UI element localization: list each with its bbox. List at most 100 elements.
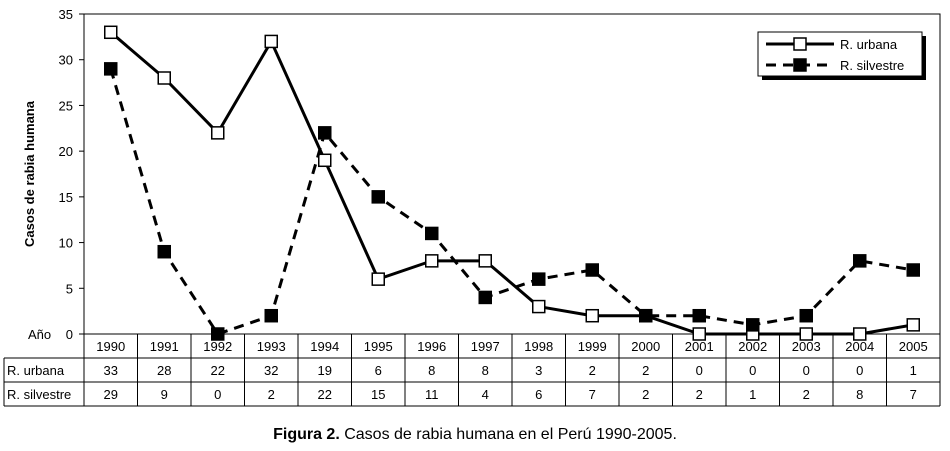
table-cell-value: 6 (535, 387, 542, 402)
data-point (692, 327, 706, 341)
table-cell-value: 0 (214, 387, 221, 402)
table-cell-value: 11 (425, 387, 439, 402)
data-point (799, 327, 813, 341)
x-tick-label: 2000 (631, 339, 660, 354)
x-axis-label: Año (28, 327, 51, 342)
data-point (318, 126, 332, 140)
y-tick-label: 30 (59, 53, 73, 68)
figure-caption: Figura 2. Casos de rabia humana en el Pe… (0, 426, 950, 444)
data-point (211, 126, 225, 140)
table-cell-value: 1 (910, 363, 917, 378)
data-point (746, 318, 760, 332)
table-cell-value: 2 (642, 387, 649, 402)
table-series-name: R. silvestre (7, 387, 71, 402)
legend-box (757, 31, 923, 77)
data-point (318, 153, 332, 168)
table-cell-value: 33 (104, 363, 118, 378)
table-cell-value: 2 (803, 387, 810, 402)
table-cell-value: 22 (318, 387, 332, 402)
data-point (853, 254, 867, 268)
legend-label: R. urbana (840, 37, 898, 52)
caption-label: Figura 2. (273, 426, 340, 443)
legend-marker (793, 37, 807, 51)
x-tick-label: 2005 (899, 339, 928, 354)
x-tick-label: 2001 (685, 339, 714, 354)
x-tick-label: 1994 (310, 339, 339, 354)
data-point (906, 263, 920, 277)
table-cell-value: 4 (482, 387, 489, 402)
y-tick-label: 25 (59, 98, 73, 113)
x-tick-label: 1999 (578, 339, 607, 354)
x-tick-label: 1991 (150, 339, 179, 354)
table-cell-value: 8 (856, 387, 863, 402)
y-tick-label: 5 (66, 281, 73, 296)
x-tick-label: 2002 (738, 339, 767, 354)
data-point (585, 308, 599, 323)
y-tick-label: 15 (59, 190, 73, 205)
table-cell-value: 0 (749, 363, 756, 378)
table-cell-value: 22 (211, 363, 225, 378)
data-point (692, 308, 706, 323)
table-cell-value: 32 (264, 363, 278, 378)
data-point (264, 308, 278, 323)
x-tick-label: 1998 (524, 339, 553, 354)
data-point (104, 25, 118, 40)
data-point (425, 254, 439, 268)
table-cell-value: 8 (482, 363, 489, 378)
data-point (104, 62, 118, 76)
data-point (799, 308, 813, 323)
table-cell-value: 6 (375, 363, 382, 378)
caption-text: Casos de rabia humana en el Perú 1990-20… (339, 426, 677, 443)
data-point (478, 254, 492, 268)
y-axis-label: Casos de rabia humana (22, 100, 37, 247)
data-point (585, 263, 599, 277)
table-cell-value: 0 (856, 363, 863, 378)
table-cell-value: 7 (910, 387, 917, 402)
table-cell-value: 0 (696, 363, 703, 378)
table-cell-value: 2 (268, 387, 275, 402)
x-tick-label: 1992 (203, 339, 232, 354)
table-cell-value: 8 (428, 363, 435, 378)
legend-label: R. silvestre (840, 58, 904, 73)
series-line (109, 31, 914, 336)
data-point (157, 244, 171, 259)
table-cell-value: 29 (104, 387, 118, 402)
data-point (425, 226, 439, 241)
y-tick-label: 0 (66, 327, 73, 342)
x-tick-label: 1997 (471, 339, 500, 354)
table-cell-value: 7 (589, 387, 596, 402)
data-point (853, 327, 867, 341)
table-cell-value: 1 (749, 387, 756, 402)
data-point (906, 318, 920, 332)
table-cell-value: 2 (642, 363, 649, 378)
x-tick-label: 2003 (792, 339, 821, 354)
x-tick-label: 1996 (417, 339, 446, 354)
data-point (371, 190, 385, 204)
data-point (211, 327, 225, 341)
data-point (157, 71, 171, 85)
table-cell-value: 3 (535, 363, 542, 378)
legend-marker (793, 58, 807, 72)
data-point (264, 34, 278, 49)
table-cell-value: 19 (318, 363, 332, 378)
table-cell-value: 2 (589, 363, 596, 378)
data-point (532, 272, 546, 286)
table-cell-value: 28 (157, 363, 171, 378)
y-tick-label: 10 (59, 236, 73, 251)
data-point (639, 308, 653, 323)
x-tick-label: 1993 (257, 339, 286, 354)
table-cell-value: 9 (161, 387, 168, 402)
x-tick-label: 2004 (845, 339, 874, 354)
table-series-name: R. urbana (7, 363, 65, 378)
table-cell-value: 2 (696, 387, 703, 402)
data-point (532, 299, 546, 314)
y-tick-label: 35 (59, 7, 73, 22)
x-tick-label: 1990 (96, 339, 125, 354)
data-point (371, 272, 385, 286)
x-tick-label: 1995 (364, 339, 393, 354)
table-cell-value: 15 (371, 387, 385, 402)
data-point (478, 290, 492, 305)
table-cell-value: 0 (803, 363, 810, 378)
y-tick-label: 20 (59, 144, 73, 159)
